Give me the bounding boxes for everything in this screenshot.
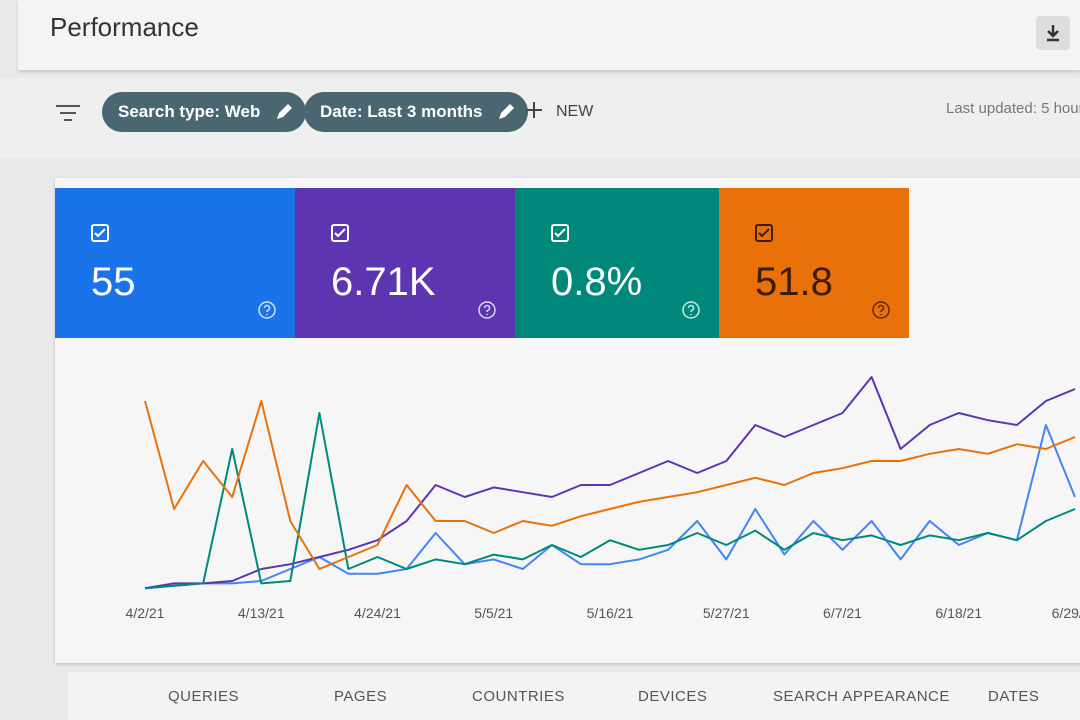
checkbox-check	[94, 228, 106, 238]
filter-bar: Search type: Web Date: Last 3 months NEW…	[0, 78, 1080, 158]
metric-value: 6.71K	[331, 260, 436, 304]
tab[interactable]: DATES	[988, 688, 1040, 705]
checkbox-check	[334, 228, 346, 238]
checkbox-icon	[551, 224, 569, 242]
new-filter-button[interactable]: NEW	[524, 100, 593, 121]
metric-tile[interactable]: Average CTR 0.8%	[515, 188, 719, 338]
chip-label: Search type: Web	[118, 102, 261, 121]
help-mark	[483, 304, 491, 316]
checkbox-check	[758, 228, 770, 238]
tab[interactable]: COUNTRIES	[472, 688, 565, 705]
metric-value: 51.8	[755, 260, 833, 304]
x-tick-label: 5/5/21	[474, 605, 513, 621]
chip-label: Date: Last 3 months	[320, 102, 483, 121]
metric-tile[interactable]: Total clicks 55	[55, 188, 295, 338]
x-tick-label: 4/13/21	[238, 605, 285, 621]
checkbox-icon	[91, 224, 109, 242]
filter-chip[interactable]: Search type: Web	[102, 92, 307, 132]
filter-icon[interactable]	[54, 102, 82, 126]
metric-value: 55	[91, 260, 136, 304]
tab[interactable]: SEARCH APPEARANCE	[773, 688, 950, 705]
tab-bar: QUERIES PAGES COUNTRIES DEVICES SEARCH APPEA…	[68, 672, 1080, 720]
help-icon[interactable]	[477, 300, 497, 320]
page-title: Performance	[50, 12, 199, 42]
help-circle	[682, 301, 700, 319]
metric-tile[interactable]: Average position 51.8	[719, 188, 909, 338]
performance-card: 4/2/21 4/13/21 4/24/21 5/5/21 5/16/21 5/27/21…	[55, 178, 1080, 663]
help-circle	[478, 301, 496, 319]
x-tick-label: 6/7/21	[823, 605, 862, 621]
x-tick-label: 5/27/21	[703, 605, 750, 621]
x-tick-label: 5/16/21	[587, 605, 634, 621]
checkbox-box	[551, 224, 569, 242]
metric-label: Total impressions	[331, 224, 355, 244]
last-updated: Last updated: 5 hour	[946, 100, 1080, 117]
header: Performance	[18, 0, 1080, 70]
x-tick-label: 4/2/21	[126, 605, 165, 621]
help-circle	[872, 301, 890, 319]
x-tick-label: 6/29/21	[1052, 605, 1080, 621]
series-line	[144, 376, 1076, 590]
checkbox-check	[554, 228, 566, 238]
chart: 4/2/21 4/13/21 4/24/21 5/5/21 5/16/21 5/27/21…	[126, 376, 1080, 621]
help-icon[interactable]	[681, 300, 701, 320]
metric-value: 0.8%	[551, 260, 643, 304]
help-icon[interactable]	[871, 300, 891, 320]
series-line	[144, 412, 1076, 590]
metric-label: Average CTR	[551, 224, 575, 244]
help-mark	[877, 304, 885, 316]
metric-label: Average position	[755, 224, 779, 244]
plus-icon	[526, 102, 542, 118]
download-button[interactable]	[1036, 16, 1070, 50]
help-circle	[258, 301, 276, 319]
checkbox-icon	[331, 224, 349, 242]
checkbox-box	[91, 224, 109, 242]
tab[interactable]: DEVICES	[638, 688, 708, 705]
edit-icon	[499, 104, 515, 119]
edit-icon	[277, 104, 293, 119]
metric-tile[interactable]: Total impressions 6.71K	[295, 188, 515, 338]
new-label: NEW	[556, 103, 594, 120]
download-icon	[1047, 25, 1059, 42]
tab[interactable]: PAGES	[334, 688, 388, 705]
x-tick-label: 6/18/21	[935, 605, 982, 621]
help-mark	[687, 304, 695, 316]
tab[interactable]: QUERIES	[168, 688, 240, 705]
filter-chip[interactable]: Date: Last 3 months	[304, 92, 529, 132]
metric-label: Total clicks	[91, 224, 115, 244]
checkbox-box	[755, 224, 773, 242]
x-tick-label: 4/24/21	[354, 605, 401, 621]
checkbox-icon	[755, 224, 773, 242]
checkbox-box	[331, 224, 349, 242]
series-line	[144, 424, 1076, 590]
help-mark	[263, 304, 271, 316]
help-icon[interactable]	[257, 300, 277, 320]
series-line	[144, 400, 1076, 570]
